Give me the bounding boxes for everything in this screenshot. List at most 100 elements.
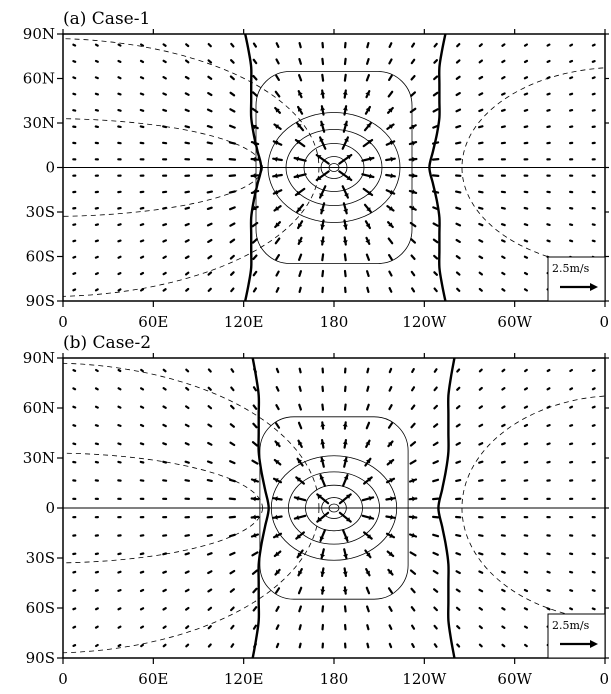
wind-vector	[117, 607, 122, 611]
wind-vector	[72, 387, 77, 391]
wind-vector-head	[296, 534, 301, 539]
wind-vector	[229, 124, 236, 129]
wind-vector	[228, 141, 236, 145]
wind-vector	[207, 75, 213, 80]
wind-vector	[455, 588, 461, 593]
wind-vector	[410, 270, 416, 277]
contour-line	[303, 143, 365, 192]
wind-vector	[207, 405, 213, 410]
wind-vector	[546, 76, 551, 80]
wind-vector	[206, 124, 213, 129]
wind-vector	[230, 368, 235, 373]
contour-line	[320, 156, 348, 179]
wind-vector	[230, 287, 235, 293]
wind-vector	[185, 643, 190, 648]
wind-vector	[500, 125, 506, 129]
wind-vector	[274, 90, 281, 98]
wind-vector-head	[343, 475, 349, 480]
wind-vector-head	[298, 223, 303, 228]
wind-vector	[162, 442, 167, 446]
wind-vector	[455, 222, 462, 227]
wind-vector	[229, 238, 236, 244]
wind-vector	[139, 552, 145, 556]
wind-vector-head	[319, 475, 325, 480]
wind-vector	[433, 643, 438, 648]
wind-vector	[117, 625, 122, 629]
wind-vector	[366, 605, 370, 613]
wind-vector	[298, 73, 303, 82]
wind-vector	[591, 405, 596, 409]
wind-vector-head	[388, 124, 394, 129]
x-tick-label: 0	[599, 670, 609, 688]
wind-vector	[410, 404, 416, 410]
x-tick-label: 120E	[224, 313, 264, 331]
wind-vector	[569, 589, 574, 592]
wind-vector	[411, 624, 416, 630]
wind-vector	[321, 403, 325, 411]
wind-vector-head	[365, 107, 370, 112]
wind-vector	[432, 460, 439, 465]
wind-vector	[591, 570, 596, 574]
wind-vector	[162, 368, 167, 373]
wind-vector	[387, 237, 394, 245]
wind-vector	[162, 288, 167, 292]
wind-vector-head	[319, 193, 324, 198]
wind-vector	[230, 404, 235, 410]
contour-line	[255, 71, 413, 264]
wind-vector	[523, 625, 529, 629]
wind-vector	[387, 90, 394, 98]
wind-vector	[184, 141, 190, 145]
wind-vector	[321, 605, 325, 613]
wind-vector-head	[368, 515, 374, 520]
wind-vector	[321, 269, 325, 278]
wind-vector	[228, 497, 236, 501]
wind-vector	[162, 588, 167, 593]
wind-vector	[117, 405, 122, 409]
wind-vector	[184, 479, 190, 482]
x-tick-label: 60W	[497, 313, 532, 331]
wind-vector-head	[294, 156, 300, 162]
wind-vector-head	[388, 108, 393, 113]
wind-vector	[546, 460, 551, 464]
wind-vector	[591, 92, 596, 96]
wind-vector	[409, 459, 417, 465]
wind-vector	[546, 588, 551, 593]
wind-vector	[162, 125, 168, 129]
wind-vector	[366, 41, 370, 49]
wind-vector-head	[294, 496, 300, 501]
wind-vector	[139, 108, 145, 112]
wind-vector	[229, 588, 235, 593]
wind-vector	[139, 92, 145, 96]
contour-line	[321, 497, 347, 519]
contour-line	[328, 163, 340, 172]
wind-vector	[478, 479, 484, 482]
wind-vector	[478, 92, 484, 96]
wind-vector	[72, 272, 77, 275]
wind-vector	[388, 367, 393, 374]
wind-vector	[433, 42, 438, 48]
wind-vector-head	[367, 534, 372, 539]
wind-vector	[207, 423, 213, 428]
wind-vector	[501, 288, 506, 292]
wind-vector	[297, 421, 303, 430]
contour-line	[328, 503, 340, 513]
wind-vector-head	[365, 239, 370, 244]
wind-vector	[343, 605, 347, 613]
wind-vector	[252, 74, 258, 81]
wind-vector	[72, 76, 77, 80]
wind-vector-head	[275, 441, 281, 447]
wind-vector	[207, 287, 212, 292]
wind-vector	[162, 552, 168, 556]
wind-vector	[523, 552, 529, 556]
wind-vector	[343, 57, 347, 66]
wind-vector	[432, 141, 440, 145]
wind-vector	[206, 460, 213, 464]
wind-vector	[568, 108, 574, 112]
wind-vector	[568, 239, 574, 243]
wind-vector	[366, 403, 370, 411]
wind-vector	[432, 497, 440, 501]
wind-vector	[140, 288, 145, 292]
wind-vector-head	[297, 458, 302, 464]
wind-vector-head	[411, 532, 416, 538]
wind-vector-head	[273, 514, 278, 520]
